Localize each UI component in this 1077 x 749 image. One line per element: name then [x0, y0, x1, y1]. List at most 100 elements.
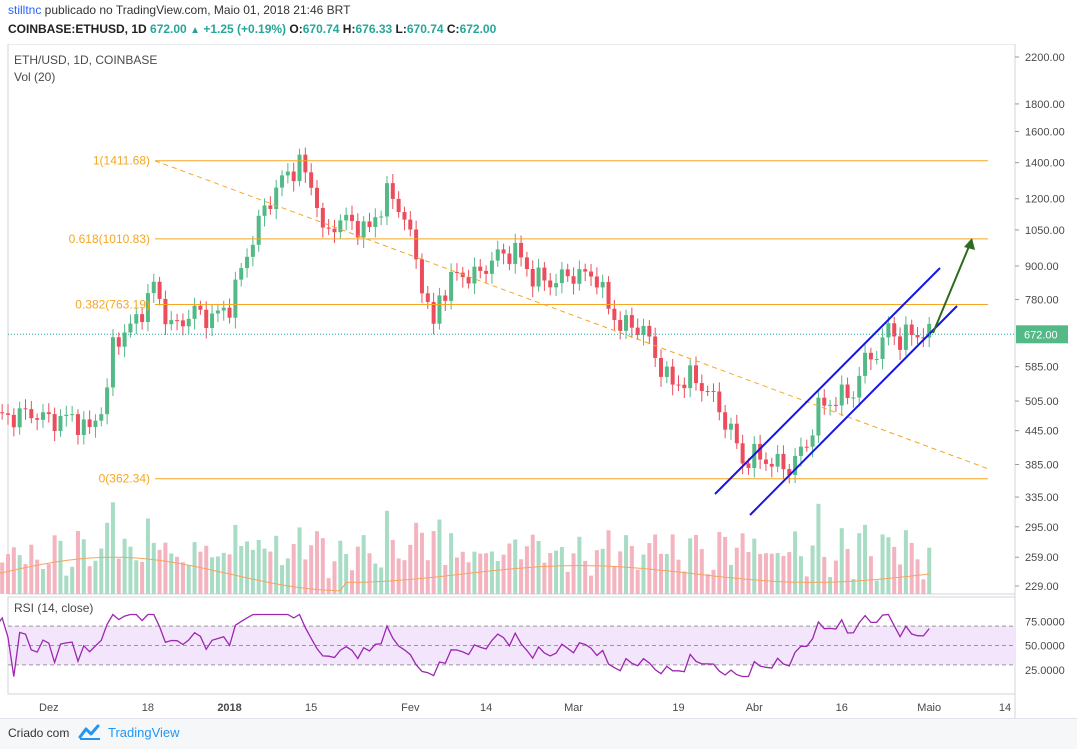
volume-bar — [763, 553, 768, 594]
candle-body — [99, 414, 104, 421]
candle-body — [140, 314, 145, 323]
created-with-label: Criado com — [8, 726, 70, 740]
candle-body — [740, 443, 745, 464]
candle-body — [501, 249, 506, 254]
volume-bar — [793, 531, 798, 594]
candle-body — [134, 314, 139, 324]
time-tick-label: 2018 — [217, 702, 241, 714]
candle-body — [519, 242, 524, 258]
volume-bar — [303, 559, 308, 594]
volume-bar — [35, 559, 40, 594]
volume-bar — [565, 571, 570, 594]
volume-bar — [548, 553, 553, 594]
candle-body — [892, 323, 897, 337]
volume-bar — [355, 546, 360, 594]
fib-level-label: 0(362.34) — [99, 472, 150, 486]
volume-bar — [46, 564, 51, 594]
candle-body — [612, 308, 617, 320]
candle-body — [828, 404, 833, 406]
time-tick-label: 14 — [480, 702, 492, 714]
candle-body — [40, 412, 45, 420]
volume-bar — [239, 546, 244, 594]
candle-body — [478, 266, 483, 271]
volume-bar — [93, 560, 98, 594]
candle-body — [297, 154, 302, 182]
candle-body — [857, 375, 862, 398]
time-tick-label: Maio — [917, 702, 941, 714]
candle-body — [717, 391, 722, 413]
price-tick-label: 385.00 — [1025, 460, 1059, 472]
publish-info: publicado no TradingView.com, Maio 01, 2… — [41, 3, 351, 17]
close-label: C: — [446, 22, 460, 36]
candle-body — [75, 414, 80, 435]
candle-body — [402, 212, 407, 220]
candle-body — [58, 415, 63, 432]
candle-body — [431, 301, 436, 324]
price-tick-label: 1200.00 — [1025, 194, 1065, 206]
volume-bar — [6, 554, 10, 594]
chart-header: stilltnc publicado no TradingView.com, M… — [0, 0, 1077, 44]
volume-bar — [752, 538, 757, 594]
candle-body — [921, 337, 926, 339]
price-tick-label: 445.00 — [1025, 426, 1059, 438]
volume-bar — [845, 549, 850, 594]
volume-bar — [734, 547, 739, 594]
candle-body — [647, 325, 652, 337]
candle-body — [390, 183, 395, 199]
candle-body — [775, 453, 780, 467]
volume-bar — [699, 549, 704, 594]
volume-bar — [676, 559, 681, 594]
candle-body — [548, 280, 553, 288]
volume-bar — [880, 534, 885, 594]
candle-body — [245, 256, 250, 269]
candle-body — [851, 397, 856, 399]
candle-body — [221, 307, 226, 311]
downtrend-line — [154, 160, 989, 470]
candle-body — [559, 269, 564, 284]
candle-body — [758, 443, 763, 460]
candle-body — [256, 215, 261, 245]
volume-bar — [653, 534, 658, 594]
volume-bar — [670, 534, 675, 594]
candle-body — [618, 319, 623, 331]
volume-bar — [554, 550, 559, 594]
tradingview-logo-icon[interactable] — [78, 723, 102, 741]
channel-lower-line — [749, 305, 958, 516]
volume-bar — [280, 565, 285, 594]
volume-bar — [501, 554, 506, 594]
candle-body — [408, 219, 413, 230]
candle-body — [6, 413, 10, 415]
candle-body — [23, 408, 28, 410]
candle-body — [233, 279, 238, 318]
price-tick-label: 900.00 — [1025, 261, 1059, 273]
volume-bar — [519, 559, 524, 594]
volume-bar — [332, 561, 337, 594]
volume-bar — [0, 562, 5, 594]
rsi-line — [0, 613, 930, 678]
volume-bar — [746, 552, 751, 594]
volume-bar — [659, 553, 664, 594]
volume-bar — [513, 539, 518, 594]
candle-body — [542, 267, 547, 281]
volume-bar — [810, 545, 815, 594]
candle-body — [600, 281, 605, 288]
candle-body — [466, 277, 471, 284]
candle-body — [17, 408, 22, 428]
volume-bar — [116, 558, 121, 594]
volume-bar — [728, 564, 733, 594]
volume-bar — [11, 547, 16, 594]
candle-body — [414, 229, 419, 260]
volume-bar — [408, 544, 413, 594]
volume-bar — [64, 575, 69, 594]
author-link[interactable]: stilltnc — [8, 3, 42, 17]
candle-body — [215, 310, 220, 314]
volume-bar — [898, 564, 903, 594]
candle-body — [93, 420, 98, 428]
volume-bar — [781, 555, 786, 594]
volume-bar — [612, 566, 617, 594]
candle-body — [752, 443, 757, 468]
candle-body — [909, 324, 914, 335]
chart-area[interactable]: ETH/USD, 1D, COINBASE Vol (20) RSI (14, cl… — [0, 44, 1077, 718]
tradingview-brand-link[interactable]: TradingView — [108, 725, 180, 740]
low-value: 670.74 — [406, 22, 444, 36]
